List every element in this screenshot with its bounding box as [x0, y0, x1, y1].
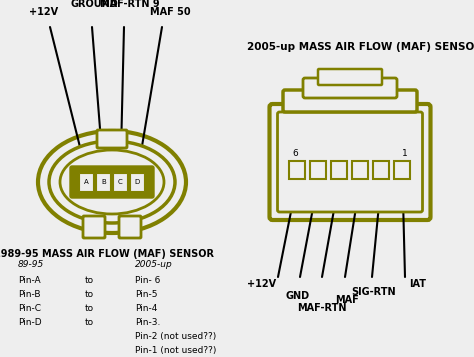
Text: MAF-RTN 9: MAF-RTN 9 [100, 0, 160, 9]
FancyBboxPatch shape [113, 173, 128, 191]
Text: Pin-3.: Pin-3. [135, 318, 160, 327]
FancyBboxPatch shape [353, 161, 368, 179]
Text: Pin-5: Pin-5 [135, 290, 157, 299]
Text: MAF-RTN: MAF-RTN [297, 303, 347, 313]
Text: Pin-D: Pin-D [18, 318, 42, 327]
Text: 2005-up MASS AIR FLOW (MAF) SENSOR: 2005-up MASS AIR FLOW (MAF) SENSOR [247, 42, 474, 52]
Ellipse shape [38, 131, 186, 233]
Text: GND: GND [286, 291, 310, 301]
Text: 1: 1 [401, 149, 407, 158]
FancyBboxPatch shape [277, 112, 422, 212]
Text: to: to [85, 290, 94, 299]
Text: to: to [85, 304, 94, 313]
Text: Pin-4: Pin-4 [135, 304, 157, 313]
Text: to: to [85, 276, 94, 285]
FancyBboxPatch shape [97, 130, 127, 148]
FancyBboxPatch shape [119, 216, 141, 238]
FancyBboxPatch shape [303, 78, 397, 98]
FancyBboxPatch shape [270, 104, 430, 220]
Text: +12V: +12V [29, 7, 59, 17]
Text: Pin-1 (not used??): Pin-1 (not used??) [135, 346, 216, 355]
Text: GROUND: GROUND [70, 0, 118, 9]
Text: Pin-C: Pin-C [18, 304, 41, 313]
FancyBboxPatch shape [290, 161, 306, 179]
Text: Pin- 6: Pin- 6 [135, 276, 160, 285]
Text: C: C [118, 179, 123, 185]
FancyBboxPatch shape [70, 166, 154, 198]
Text: to: to [85, 318, 94, 327]
Text: MAF 50: MAF 50 [150, 7, 191, 17]
Text: 2005-up: 2005-up [135, 260, 173, 269]
FancyBboxPatch shape [80, 173, 93, 191]
Text: Pin-B: Pin-B [18, 290, 40, 299]
FancyBboxPatch shape [283, 90, 417, 112]
FancyBboxPatch shape [310, 161, 327, 179]
FancyBboxPatch shape [331, 161, 347, 179]
Text: SIG-RTN: SIG-RTN [352, 287, 396, 297]
Text: 6: 6 [292, 149, 298, 158]
FancyBboxPatch shape [374, 161, 390, 179]
Text: A: A [84, 179, 89, 185]
Text: Pin-A: Pin-A [18, 276, 41, 285]
Text: +12V: +12V [247, 279, 276, 289]
Text: D: D [135, 179, 140, 185]
FancyBboxPatch shape [83, 216, 105, 238]
FancyBboxPatch shape [130, 173, 145, 191]
Ellipse shape [60, 150, 164, 214]
Text: Pin-2 (not used??): Pin-2 (not used??) [135, 332, 216, 341]
FancyBboxPatch shape [97, 173, 110, 191]
Text: B: B [101, 179, 106, 185]
Text: IAT: IAT [409, 279, 426, 289]
Ellipse shape [49, 141, 175, 223]
Text: 89-95: 89-95 [18, 260, 44, 269]
Text: MAF: MAF [335, 295, 359, 305]
FancyBboxPatch shape [394, 161, 410, 179]
FancyBboxPatch shape [318, 69, 382, 85]
Text: 1989-95 MASS AIR FLOW (MAF) SENSOR: 1989-95 MASS AIR FLOW (MAF) SENSOR [0, 249, 214, 259]
